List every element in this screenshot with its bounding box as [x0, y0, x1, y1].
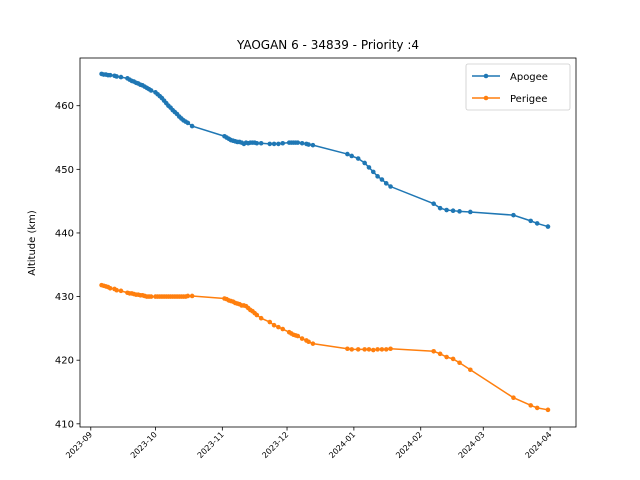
- apogee-point: [431, 201, 436, 206]
- apogee-point: [254, 140, 260, 146]
- apogee-point: [306, 142, 311, 147]
- perigee-point: [267, 319, 273, 325]
- apogee-point: [444, 207, 449, 213]
- perigee-point: [258, 315, 264, 321]
- perigee-point: [118, 288, 124, 294]
- apogee-point: [370, 169, 376, 175]
- apogee-point: [534, 221, 540, 226]
- apogee-point: [528, 218, 534, 224]
- perigee-point: [450, 356, 456, 362]
- perigee-point: [185, 293, 191, 299]
- perigee-point: [431, 348, 436, 354]
- perigee-point: [437, 351, 443, 357]
- y-tick-label: 430: [55, 292, 74, 303]
- perigee-point: [534, 405, 540, 411]
- chart-title: YAOGAN 6 - 34839 - Priority :4: [236, 38, 419, 52]
- perigee-point: [345, 346, 350, 352]
- apogee-point: [355, 156, 361, 161]
- apogee-point: [114, 74, 119, 79]
- apogee-point: [107, 72, 113, 78]
- perigee-point: [306, 339, 311, 345]
- perigee-point: [468, 367, 473, 373]
- apogee-point: [511, 212, 516, 218]
- perigee-point: [295, 333, 301, 339]
- apogee-point: [295, 140, 301, 145]
- perigee-point: [366, 347, 372, 352]
- apogee-point: [267, 141, 273, 147]
- perigee-point: [271, 322, 277, 328]
- perigee-point: [349, 347, 355, 352]
- legend-marker-perigee: [483, 95, 489, 101]
- axes-frame: [79, 57, 577, 428]
- y-tick-label: 410: [55, 419, 74, 430]
- apogee-point: [148, 88, 154, 93]
- apogee-point: [375, 174, 380, 179]
- legend: Apogee Perigee: [465, 63, 571, 111]
- apogee-point: [383, 181, 389, 186]
- y-tick-label: 420: [55, 356, 74, 367]
- series-apogee: [99, 71, 551, 229]
- perigee-point: [370, 347, 376, 353]
- series-perigee: [99, 282, 551, 413]
- apogee-point: [258, 140, 264, 146]
- perigee-point: [299, 336, 305, 341]
- perigee-point: [511, 395, 516, 401]
- perigee-point: [528, 403, 534, 408]
- y-axis-label: Altitude (km): [27, 210, 38, 276]
- apogee-point: [280, 140, 286, 146]
- apogee-point: [310, 142, 316, 148]
- apogee-point: [388, 184, 393, 189]
- perigee-point: [355, 347, 361, 352]
- perigee-point: [276, 324, 281, 330]
- perigee-point: [388, 346, 393, 352]
- apogee-point: [349, 153, 355, 159]
- apogee-point: [189, 123, 195, 129]
- perigee-point: [383, 347, 389, 352]
- apogee-point: [299, 140, 305, 146]
- perigee-point: [375, 347, 380, 352]
- perigee-point: [280, 326, 286, 332]
- apogee-point: [379, 177, 385, 182]
- apogee-point: [271, 141, 277, 147]
- legend-label-perigee: Perigee: [510, 94, 547, 105]
- perigee-point: [545, 407, 551, 413]
- y-tick-label: 440: [55, 228, 74, 239]
- perigee-point: [457, 360, 462, 366]
- apogee-point: [457, 209, 462, 214]
- apogee-point: [185, 120, 191, 126]
- perigee-point: [379, 347, 385, 352]
- perigee-point: [189, 293, 195, 299]
- apogee-point: [468, 209, 473, 215]
- apogee-point: [362, 160, 367, 166]
- perigee-point: [362, 347, 367, 352]
- legend-label-apogee: Apogee: [510, 72, 548, 83]
- perigee-point: [107, 286, 113, 291]
- y-tick-label: 450: [55, 165, 74, 176]
- y-tick-label: 460: [55, 101, 74, 112]
- perigee-point: [310, 341, 316, 346]
- perigee-point: [254, 312, 260, 318]
- apogee-point: [345, 151, 350, 157]
- legend-marker-apogee: [483, 73, 489, 79]
- apogee-point: [450, 208, 456, 213]
- apogee-point: [545, 224, 551, 229]
- perigee-point: [444, 354, 449, 360]
- apogee-point: [118, 74, 124, 80]
- perigee-point: [114, 287, 119, 293]
- apogee-point: [276, 141, 281, 147]
- apogee-point: [366, 165, 372, 170]
- apogee-point: [437, 205, 443, 211]
- perigee-point: [148, 294, 154, 299]
